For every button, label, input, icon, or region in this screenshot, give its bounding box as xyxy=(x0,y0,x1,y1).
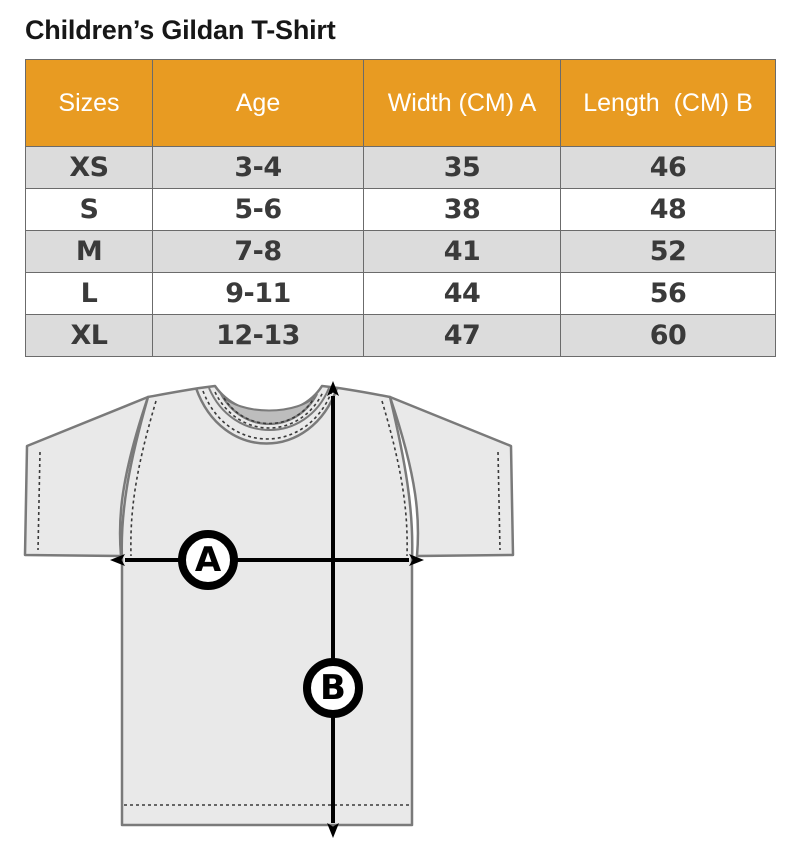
width-marker-label: A xyxy=(195,540,222,580)
cell-age: 12-13 xyxy=(152,314,364,357)
cell-width: 35 xyxy=(363,146,561,189)
table-row: XL 12-13 47 60 xyxy=(25,314,776,357)
cell-size: M xyxy=(25,230,153,273)
cell-size: L xyxy=(25,272,153,315)
collar-stitch-lower xyxy=(223,397,315,425)
cell-width: 47 xyxy=(363,314,561,357)
cell-length: 56 xyxy=(560,272,776,315)
right-cuff-stitch xyxy=(497,451,501,551)
width-marker-badge xyxy=(178,530,238,590)
cell-length: 46 xyxy=(560,146,776,189)
cell-age: 5-6 xyxy=(152,188,364,231)
cell-size: XS xyxy=(25,146,153,189)
tshirt-garment xyxy=(23,384,515,827)
cell-size: S xyxy=(25,188,153,231)
table-row: XS 3-4 35 46 xyxy=(25,146,776,189)
cell-size: XL xyxy=(25,314,153,357)
collar-stitch-upper xyxy=(214,391,324,429)
tshirt-body xyxy=(120,384,414,827)
column-header-sizes: Sizes xyxy=(25,59,153,147)
size-chart-table-container: Sizes Age Width (CM) A Length (CM) B XS … xyxy=(25,59,776,357)
table-row: L 9-11 44 56 xyxy=(25,272,776,315)
cell-width: 41 xyxy=(363,230,561,273)
length-measurement-b: B xyxy=(303,381,363,838)
size-chart-table: Sizes Age Width (CM) A Length (CM) B XS … xyxy=(25,59,776,357)
left-armhole-stitch xyxy=(130,400,157,557)
cell-age: 3-4 xyxy=(152,146,364,189)
table-row: M 7-8 41 52 xyxy=(25,230,776,273)
cell-length: 60 xyxy=(560,314,776,357)
collar-band-outer xyxy=(208,387,330,431)
width-measurement-a: A xyxy=(110,530,424,590)
table-header: Sizes Age Width (CM) A Length (CM) B xyxy=(25,59,776,147)
left-cuff-stitch xyxy=(37,451,41,551)
page-title: Children’s Gildan T-Shirt xyxy=(25,15,336,45)
cell-length: 48 xyxy=(560,188,776,231)
neckline-stitch-outer xyxy=(202,390,333,440)
cell-length: 52 xyxy=(560,230,776,273)
table-header-row: Sizes Age Width (CM) A Length (CM) B xyxy=(25,59,776,147)
cell-width: 44 xyxy=(363,272,561,315)
column-header-width: Width (CM) A xyxy=(363,59,561,147)
cell-width: 38 xyxy=(363,188,561,231)
column-header-length: Length (CM) B xyxy=(560,59,776,147)
cell-age: 9-11 xyxy=(152,272,364,315)
table-row: S 5-6 38 48 xyxy=(25,188,776,231)
table-body: XS 3-4 35 46 S 5-6 38 48 M 7-8 41 52 L 9… xyxy=(25,146,776,357)
length-marker-badge xyxy=(303,658,363,718)
tshirt-measurement-diagram: A B xyxy=(23,381,515,838)
length-marker-label: B xyxy=(320,668,346,708)
neckline-edge xyxy=(194,387,339,445)
column-header-age: Age xyxy=(152,59,364,147)
cell-age: 7-8 xyxy=(152,230,364,273)
right-armhole-stitch xyxy=(381,400,408,557)
